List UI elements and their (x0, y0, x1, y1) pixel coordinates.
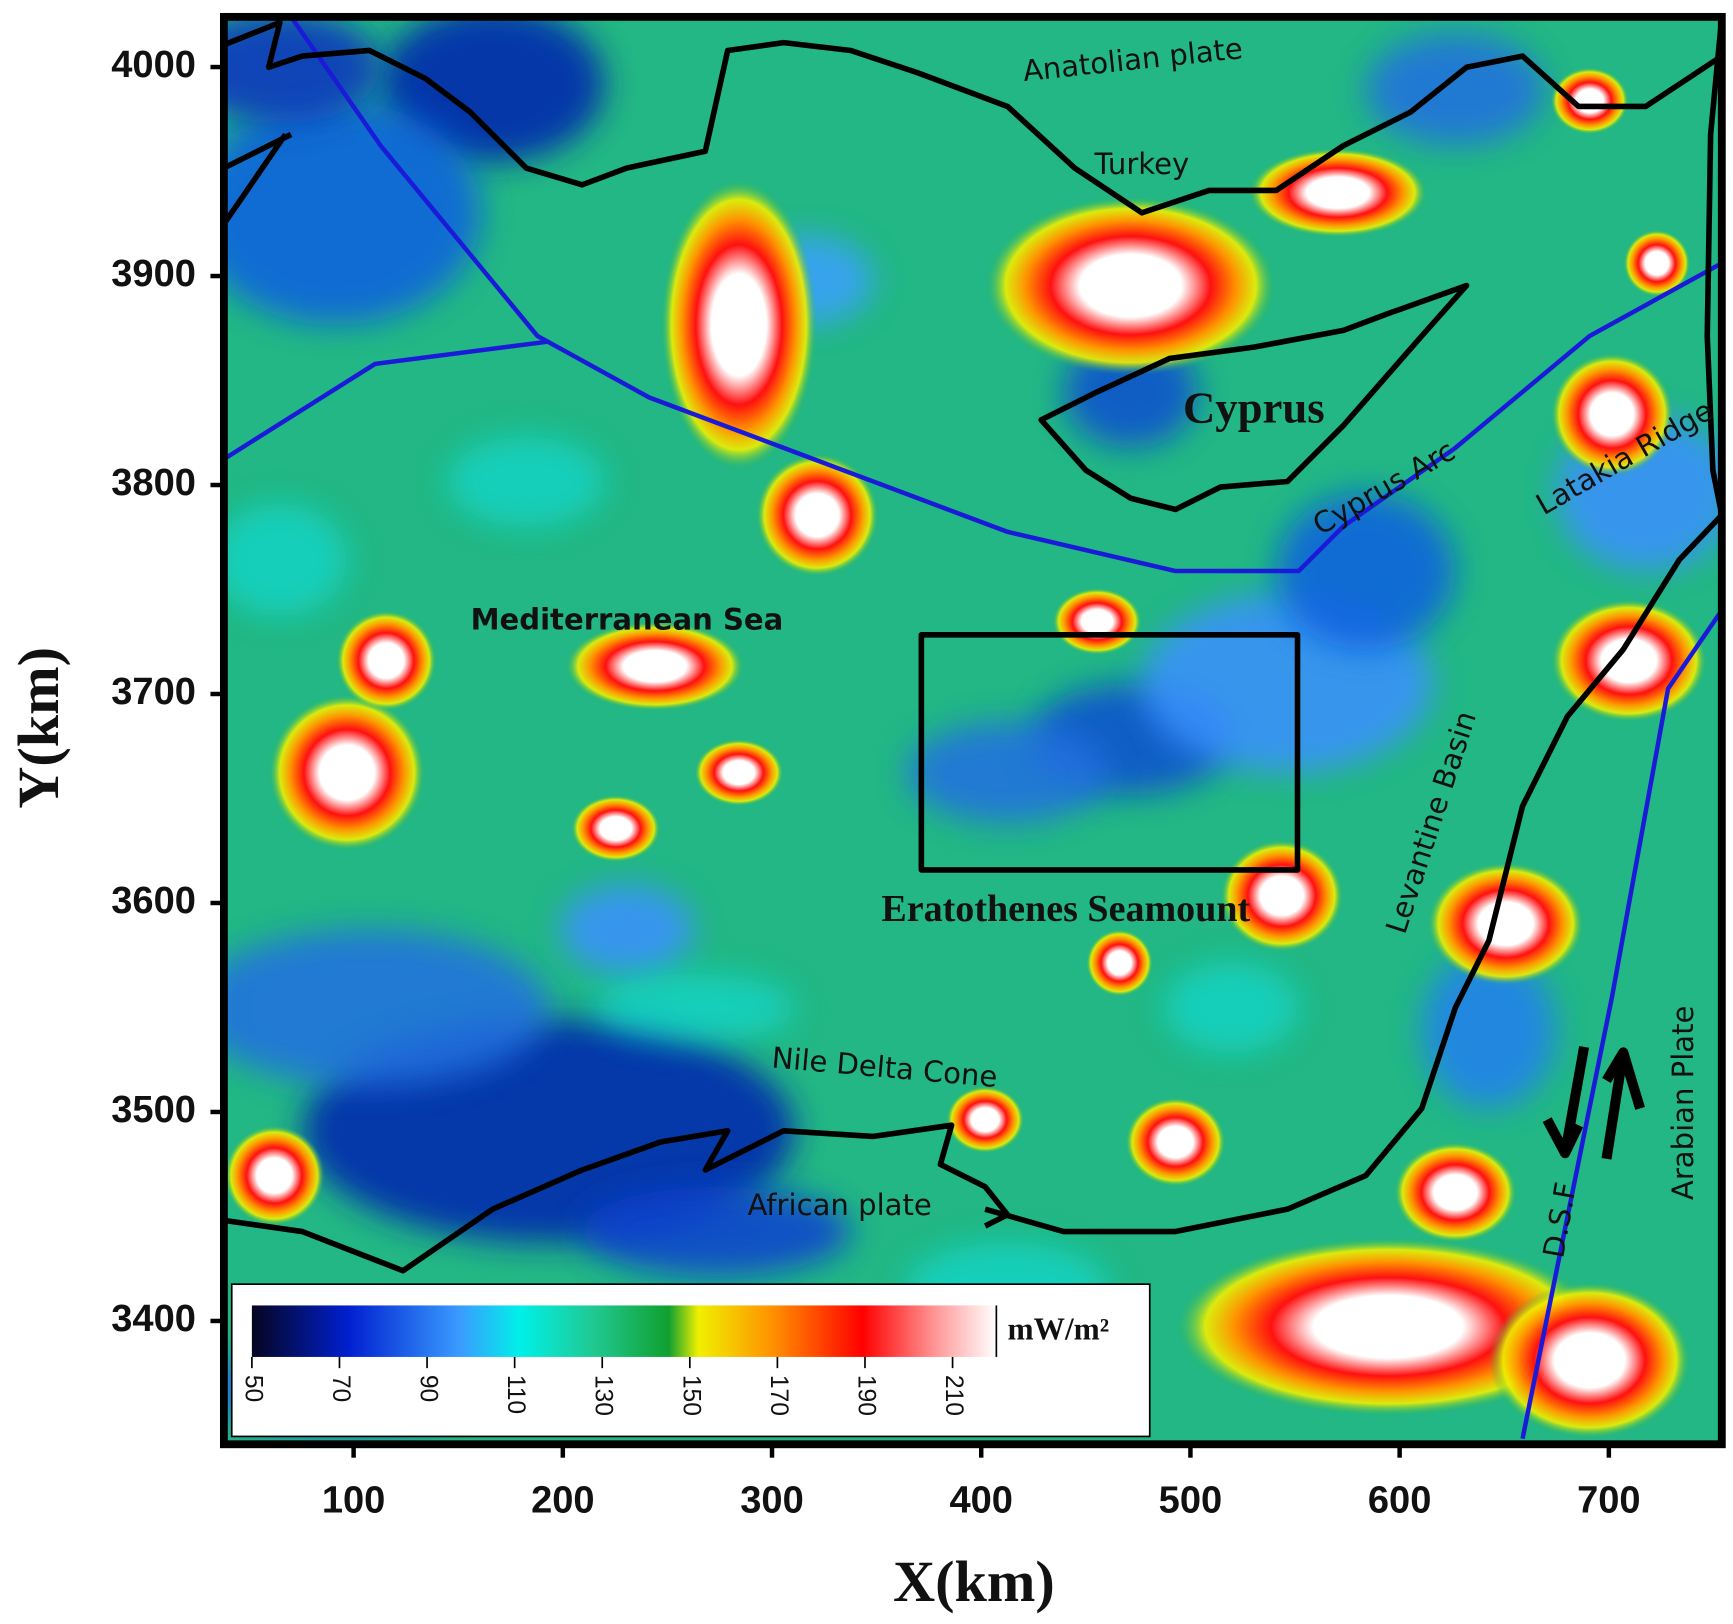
x-tick-label: 200 (531, 1480, 594, 1522)
cool-region (447, 436, 605, 527)
cold-region (906, 722, 1109, 823)
annotation: African plate (747, 1188, 931, 1222)
annotation: Eratothenes Seamount (881, 888, 1250, 930)
y-tick-label: 3700 (111, 671, 196, 713)
x-tick-label: 600 (1368, 1480, 1431, 1522)
cool-region (1164, 962, 1299, 1053)
cold-region (223, 16, 381, 124)
colorbar-tick-label: 110 (502, 1375, 529, 1414)
colorbar-tick-label: 70 (327, 1375, 354, 1402)
cool-region (223, 503, 348, 616)
hot-spot (1623, 229, 1691, 297)
y-tick-label: 3600 (111, 880, 196, 922)
cold-region (1421, 951, 1557, 1109)
coastline (223, 19, 1722, 216)
hot-spot (1052, 587, 1142, 656)
colorbar-tick-label: 170 (765, 1375, 792, 1416)
fault-arrow (1542, 1045, 1590, 1159)
hot-spot (1125, 1097, 1226, 1187)
hot-spot (1488, 1281, 1691, 1439)
heat-field (223, 16, 1722, 1445)
hot-spot (1393, 1141, 1517, 1243)
hot-spot (1085, 929, 1154, 997)
colorbar-tick-label: 50 (239, 1375, 266, 1402)
colorbar-tick-label: 130 (590, 1375, 617, 1416)
coastline (223, 1122, 1011, 1274)
coastline (223, 16, 1722, 516)
hot-spot (1248, 147, 1428, 238)
plot-frame (219, 12, 1726, 1449)
colorbar-tick-label: 90 (415, 1375, 442, 1402)
coastline (1038, 282, 1470, 513)
hot-spot (660, 179, 818, 471)
y-tick-label: 3500 (111, 1089, 196, 1131)
colorbar-tick-label: 210 (940, 1375, 967, 1416)
y-tick-label: 3400 (111, 1298, 196, 1340)
x-tick-label: 300 (740, 1480, 803, 1522)
colorbar (251, 1305, 997, 1357)
axes: 100 200 300 400 500 600 700 3400 3500 3600 3700 380… (111, 44, 1640, 1521)
coastline (984, 513, 1722, 1235)
y-tick-label: 3800 (111, 462, 196, 504)
cold-region (223, 100, 482, 325)
dsf-line (1520, 608, 1722, 1440)
features (223, 16, 1722, 1440)
colorbar-tick-label: 150 (677, 1375, 704, 1416)
y-tick-label: 3900 (111, 253, 196, 295)
cold-region (380, 16, 605, 163)
hot-spot (1550, 352, 1674, 476)
hot-spot (694, 738, 784, 807)
fault-arrow (1601, 1047, 1645, 1160)
annotation: Turkey (1094, 147, 1190, 181)
colorbar-tick-label: 190 (852, 1375, 879, 1416)
hot-spot (985, 196, 1277, 376)
hot-spot (335, 610, 437, 711)
annotation: Cyprus (1183, 382, 1325, 432)
x-tick-label: 500 (1159, 1480, 1222, 1522)
study-area-box (918, 632, 1301, 873)
x-axis-title: X(km) (893, 1549, 1055, 1614)
hot-spot (268, 694, 426, 851)
cold-region (1365, 33, 1545, 146)
cold-region (223, 929, 549, 1086)
annotation: Mediterranean Sea (471, 602, 784, 636)
colorbar-legend: mW/m² 50 70 90 110 130 150 170 190 210 (230, 1283, 1151, 1438)
hot-spot (223, 1125, 325, 1226)
colorbar-unit: mW/m² (1008, 1311, 1110, 1346)
hot-spot (755, 453, 879, 577)
hot-spot (1550, 67, 1629, 135)
hot-spot (945, 1086, 1025, 1154)
cold-region (559, 884, 695, 975)
y-tick-label: 4000 (111, 44, 196, 86)
x-tick-label: 700 (1577, 1480, 1640, 1522)
fault-line (223, 339, 549, 461)
annotation: Arabian Plate (1666, 1006, 1700, 1201)
cold-region (582, 1186, 851, 1277)
cyprus-arc-line (289, 16, 1722, 574)
x-tick-label: 100 (322, 1480, 385, 1522)
cool-region (593, 974, 795, 1042)
cold-region (1276, 492, 1456, 650)
hot-spot (1550, 599, 1708, 723)
hot-spot (1427, 862, 1585, 986)
x-tick-label: 400 (949, 1480, 1012, 1522)
hot-spot (570, 794, 661, 863)
y-axis-title: Y(km) (6, 647, 71, 809)
hot-spot (565, 621, 745, 711)
